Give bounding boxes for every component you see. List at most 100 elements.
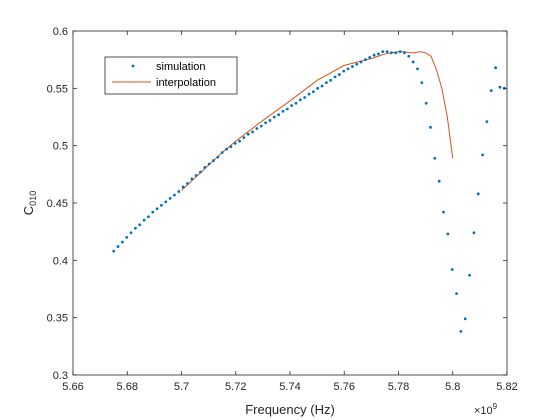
data-point-simulation [294,101,298,105]
data-point-simulation [463,317,467,321]
data-point-simulation [424,101,428,105]
data-point-simulation [290,104,294,107]
data-point-simulation [168,197,172,200]
data-point-simulation [316,86,320,90]
data-point-simulation [481,153,484,157]
data-point-simulation [377,52,380,56]
data-point-simulation [489,89,493,93]
data-point-simulation [177,190,181,193]
data-point-simulation [346,67,350,71]
y-tick-label: 0.3 [53,370,68,382]
data-point-simulation [181,185,185,189]
data-point-simulation [450,268,454,271]
data-point-simulation [324,81,328,84]
data-point-simulation [307,92,311,96]
data-point-simulation [298,98,302,102]
x-axis-label: Frequency (Hz) [245,402,335,417]
ticks-layer: 5.66 5.68 5.7 5.72 5.74 5.76 5.78 5.8 5.82 0.3 0.3… [47,26,518,393]
x-tick-label: 5.72 [225,381,246,393]
data-point-simulation [281,109,285,113]
data-point-simulation [403,51,406,55]
y-tick-label: 0.5 [53,141,68,153]
y-tick-label: 0.45 [47,198,68,210]
data-point-simulation [147,215,150,219]
data-point-simulation [381,50,385,54]
y-tick-label: 0.55 [47,83,68,95]
data-point-simulation [342,69,346,73]
x-axis-exponent-base: ×10 [474,405,493,417]
data-point-simulation [359,60,363,64]
data-point-simulation [199,170,202,174]
data-point-simulation [255,127,259,130]
data-point-simulation [364,58,367,62]
data-point-simulation [390,51,393,55]
x-tick-label: 5.76 [334,381,355,393]
data-point-simulation [368,55,372,59]
data-point-simulation [498,85,502,89]
data-point-simulation [476,192,480,196]
x-axis-exponent-power: 9 [493,402,498,411]
data-point-simulation [264,121,267,125]
data-point-simulation [429,125,432,129]
data-point-simulation [320,84,324,88]
data-point-simulation [285,107,289,111]
data-point-simulation [112,249,116,253]
data-point-simulation [468,273,471,277]
y-axis-label: C010 [21,191,38,215]
data-point-simulation [160,203,163,207]
data-point-simulation [233,141,237,145]
series-layer [112,50,506,333]
data-point-simulation [133,226,137,230]
data-point-simulation [190,177,194,181]
data-point-simulation [120,240,124,244]
series-line-interpolation [181,51,454,191]
x-tick-label: 5.74 [279,381,300,393]
data-point-simulation [329,78,333,82]
data-point-simulation [259,124,263,128]
data-point-simulation [251,130,254,134]
data-point-simulation [186,182,189,185]
data-point-simulation [311,90,315,94]
legend-label-interpolation: interpolation [156,77,216,89]
data-point-simulation [238,139,241,143]
data-point-simulation [246,132,250,136]
data-point-simulation [142,218,146,222]
data-point-simulation [277,113,281,117]
data-point-simulation [207,162,211,166]
x-tick-label: 5.66 [62,381,83,393]
x-tick-label: 5.78 [388,381,409,393]
x-tick-label: 5.8 [445,381,460,393]
data-point-simulation [398,50,402,54]
legend-label-simulation: simulation [156,61,206,73]
y-tick-label: 0.35 [47,313,68,325]
data-point-simulation [116,245,120,248]
y-axis-label-subscript: 010 [28,191,38,206]
data-point-simulation [442,210,445,214]
data-point-simulation [138,223,142,227]
y-tick-label: 0.6 [53,26,68,38]
x-tick-label: 5.68 [117,381,138,393]
legend: simulation interpolation [104,56,238,95]
data-point-simulation [420,81,424,84]
data-point-simulation [455,292,458,295]
data-point-simulation [268,119,272,122]
data-point-simulation [272,115,276,119]
y-axis-label-main: C [21,206,36,215]
data-point-simulation [385,50,389,54]
data-point-simulation [416,67,419,71]
legend-marker-simulation [131,64,135,68]
data-point-simulation [337,73,341,76]
data-point-simulation [333,75,337,79]
data-point-simulation [350,65,354,68]
data-point-simulation [203,166,207,169]
data-point-simulation [355,62,359,66]
y-tick-label: 0.4 [53,255,68,267]
data-point-simulation [411,60,415,64]
x-tick-label: 5.82 [496,381,517,393]
data-point-simulation [216,155,220,159]
data-point-simulation [129,231,133,235]
data-point-simulation [394,51,398,55]
data-point-simulation [446,232,450,236]
data-point-simulation [155,207,159,211]
data-point-simulation [164,200,168,204]
